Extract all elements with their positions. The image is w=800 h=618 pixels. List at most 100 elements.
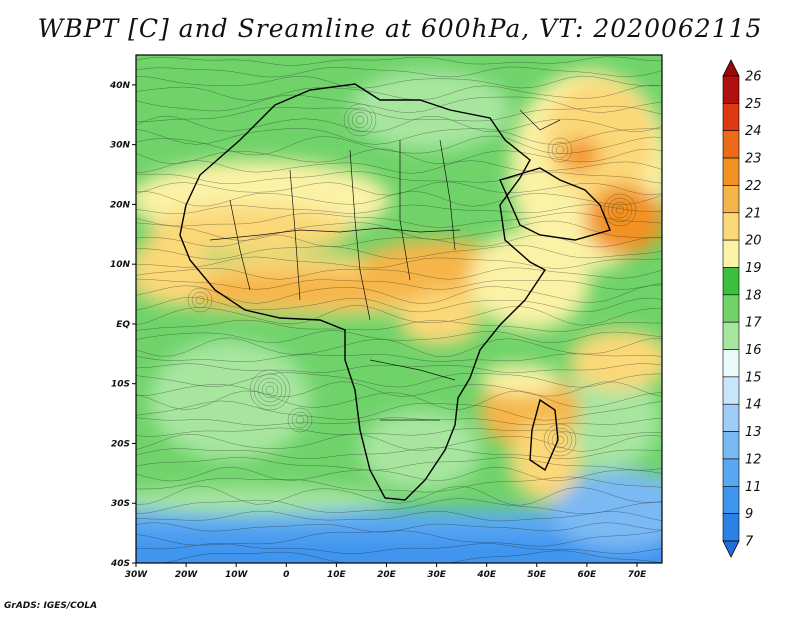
colorbar-label: 20: [745, 234, 762, 249]
colorbar-box: [722, 130, 740, 159]
streamline-eddy: [191, 291, 209, 309]
streamline: [136, 256, 662, 269]
streamline: [136, 417, 662, 426]
lat-tick-label: 40S: [110, 559, 130, 569]
streamline: [136, 337, 662, 357]
streamline: [136, 278, 662, 290]
colorbar-box: [722, 267, 740, 296]
streamline-eddy: [603, 193, 637, 227]
streamline: [136, 476, 662, 493]
streamline: [136, 433, 662, 452]
colorbar-label: 17: [745, 316, 762, 331]
streamline: [136, 297, 662, 313]
colorbar-label: 19: [745, 261, 762, 276]
colorbar-label: 15: [745, 370, 762, 385]
latitude-axis: 40N 30N 20N 10N EQ 10S 20S 30S 40S: [109, 81, 136, 569]
colorbar-box: [722, 157, 740, 186]
streamline-eddy: [543, 423, 577, 457]
streamline: [136, 234, 662, 248]
colorbar-label: 7: [745, 535, 754, 550]
streamline: [136, 305, 662, 326]
colorbar-label: 9: [745, 507, 753, 522]
streamline: [136, 363, 662, 373]
streamline-eddy: [257, 377, 283, 403]
streamline: [136, 115, 662, 133]
colorbar-label: 14: [745, 398, 762, 413]
colorbar-label: 24: [745, 124, 762, 139]
lat-tick-label: 40N: [109, 81, 131, 91]
coastlines: [179, 83, 611, 501]
streamline-eddy: [547, 427, 573, 453]
streamline: [162, 550, 662, 563]
lon-tick-label: 0: [283, 570, 289, 580]
streamline: [136, 530, 662, 547]
colorbar-label: 16: [745, 343, 762, 358]
colorbar-box: [722, 431, 740, 460]
colorbar-label: 21: [745, 206, 762, 221]
colorbar-label: 26: [745, 70, 762, 85]
colorbar-label: 22: [745, 179, 762, 194]
colorbar-label: 25: [745, 97, 762, 112]
colorbar-label: 23: [745, 152, 762, 167]
streamlines: [136, 56, 662, 563]
streamline-eddy: [555, 435, 565, 445]
colorbar-box: [722, 513, 740, 542]
streamline-eddy: [551, 431, 569, 449]
footer-credit: GrADS: IGES/COLA: [4, 601, 98, 611]
streamline: [136, 372, 662, 388]
streamline-eddy: [295, 415, 305, 425]
colorbar-label: 13: [745, 425, 762, 440]
streamline: [136, 56, 662, 66]
streamline-eddy: [355, 115, 365, 125]
colorbar-box: [722, 321, 740, 350]
streamline: [136, 319, 662, 332]
country-borders: [209, 109, 561, 421]
streamline: [136, 212, 662, 228]
streamline-eddy: [551, 141, 569, 159]
lon-tick-label: 10E: [327, 570, 347, 580]
lon-tick-label: 30W: [125, 570, 149, 580]
colorbar-label: 12: [745, 452, 762, 467]
streamline: [136, 94, 662, 113]
streamline-eddy: [195, 295, 205, 305]
streamline: [136, 171, 662, 185]
longitude-axis: 30W 20W 10W 0 10E 20E 30E 40E 50E 60E 70E: [125, 563, 647, 580]
streamline: [136, 220, 662, 241]
lat-tick-label: 10N: [110, 260, 131, 270]
streamline: [136, 457, 662, 471]
map-frame: [135, 54, 663, 564]
streamline: [136, 284, 662, 305]
streamline: [136, 466, 662, 482]
lon-tick-label: 30E: [427, 570, 447, 580]
streamline: [136, 485, 662, 506]
plot-title: WBPT [C] and Sreamline at 600hPa, VT: 20…: [37, 14, 763, 43]
streamline: [136, 148, 662, 165]
lat-tick-label: 30S: [111, 499, 130, 509]
map-area: [136, 55, 662, 563]
streamline: [136, 498, 662, 515]
streamline-eddy: [187, 287, 213, 313]
streamline: [136, 267, 662, 280]
lon-tick-label: 20W: [175, 570, 199, 580]
colorbar-box: [722, 294, 740, 323]
streamline: [136, 190, 662, 207]
streamline-eddy: [343, 103, 377, 137]
streamline-eddy: [611, 201, 629, 219]
streamline: [136, 447, 662, 460]
colorbar-box: [722, 75, 740, 104]
streamline-eddy: [547, 137, 573, 163]
lon-tick-label: 60E: [578, 570, 598, 580]
colorbar-max-triangle: [722, 59, 740, 77]
colorbar: 7 9 11 12 13 14 15 16 17 18 19 20 21 22 23 24 25 26: [722, 59, 762, 558]
colorbar-label: 11: [745, 480, 762, 495]
streamline: [136, 105, 662, 122]
lat-tick-label: 10S: [111, 380, 130, 390]
lon-tick-label: 10W: [225, 570, 249, 580]
lon-tick-label: 50E: [527, 570, 547, 580]
streamline-eddy: [351, 111, 369, 129]
colorbar-box: [722, 212, 740, 241]
colorbar-box: [722, 185, 740, 214]
streamline: [136, 543, 662, 555]
streamline: [136, 84, 662, 101]
